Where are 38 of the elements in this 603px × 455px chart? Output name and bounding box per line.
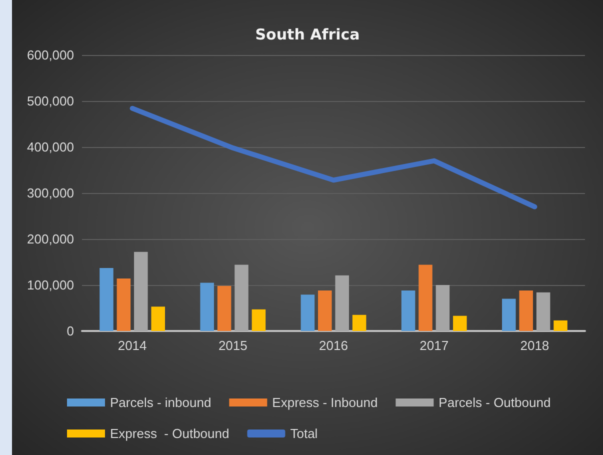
bar xyxy=(151,306,165,331)
bar xyxy=(116,278,131,331)
bar xyxy=(252,309,266,331)
bar xyxy=(217,286,232,331)
bar xyxy=(134,252,148,331)
bar xyxy=(300,294,315,331)
x-tick-label: 2014 xyxy=(118,338,147,353)
bar xyxy=(318,290,332,331)
bar xyxy=(100,268,114,331)
bar xyxy=(234,264,248,331)
bar xyxy=(352,314,366,331)
y-tick-label: 300,000 xyxy=(27,186,74,200)
legend-label: Parcels - Outbound xyxy=(438,395,551,410)
bar xyxy=(453,316,467,331)
bar xyxy=(418,264,432,331)
legend-label: Express - Inbound xyxy=(272,395,378,410)
y-tick-label: 600,000 xyxy=(27,48,74,62)
bar xyxy=(335,275,349,331)
x-tick-label: 2016 xyxy=(319,338,348,353)
y-tick-label: 400,000 xyxy=(27,140,74,154)
y-tick-label: 500,000 xyxy=(27,94,74,108)
bar xyxy=(519,290,533,331)
legend-label: Parcels - inbound xyxy=(110,395,212,410)
legend-label: Express - Outbound xyxy=(110,426,230,441)
y-tick-label: 0 xyxy=(66,324,74,338)
legend-label: Total xyxy=(290,426,318,441)
y-tick-label: 100,000 xyxy=(27,278,74,292)
y-tick-label: 200,000 xyxy=(27,232,74,246)
x-tick-label: 2015 xyxy=(218,338,248,353)
bar xyxy=(436,285,450,331)
bar xyxy=(536,292,550,331)
x-tick-label: 2018 xyxy=(520,338,550,353)
bar xyxy=(554,320,568,331)
x-tick-label: 2017 xyxy=(420,338,449,353)
bar xyxy=(401,290,416,331)
bar xyxy=(502,298,516,331)
bar xyxy=(200,282,214,331)
chart-title: South Africa xyxy=(255,26,360,44)
